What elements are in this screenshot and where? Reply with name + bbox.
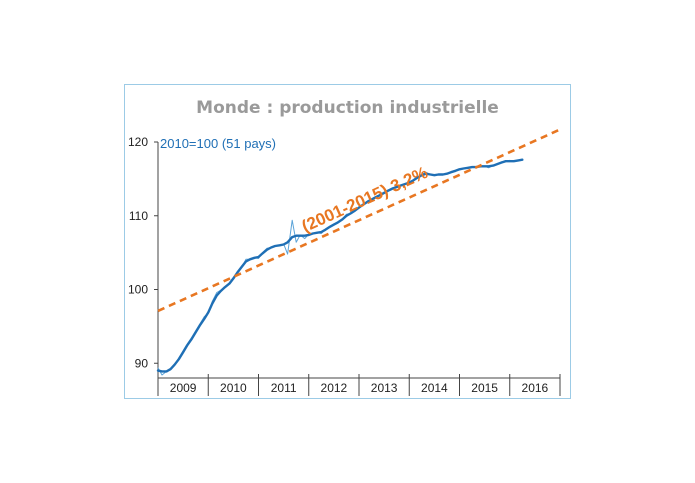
x-tick-label: 2011 xyxy=(271,381,297,395)
y-tick-label: 110 xyxy=(129,209,148,223)
x-tick-label: 2014 xyxy=(421,381,448,395)
x-tick-label: 2013 xyxy=(371,381,398,395)
y-tick-label: 120 xyxy=(128,135,148,149)
x-tick-label: 2016 xyxy=(522,381,549,395)
y-tick-label: 100 xyxy=(128,283,148,297)
trend-line xyxy=(157,128,561,313)
monthly-series-line xyxy=(157,159,523,376)
x-tick-label: 2009 xyxy=(170,381,197,395)
chart-subtitle: 2010=100 (51 pays) xyxy=(160,136,277,151)
x-tick-label: 2015 xyxy=(471,381,498,395)
trend-annotation: (2001-2015) 3,2% xyxy=(299,163,431,236)
x-tick-label: 2012 xyxy=(321,381,348,395)
chart-title: Monde : production industrielle xyxy=(196,98,499,118)
smoothed-series-line xyxy=(156,158,524,373)
chart-frame xyxy=(124,84,571,399)
y-tick-label: 90 xyxy=(135,356,149,370)
x-tick-label: 2010 xyxy=(220,381,247,395)
